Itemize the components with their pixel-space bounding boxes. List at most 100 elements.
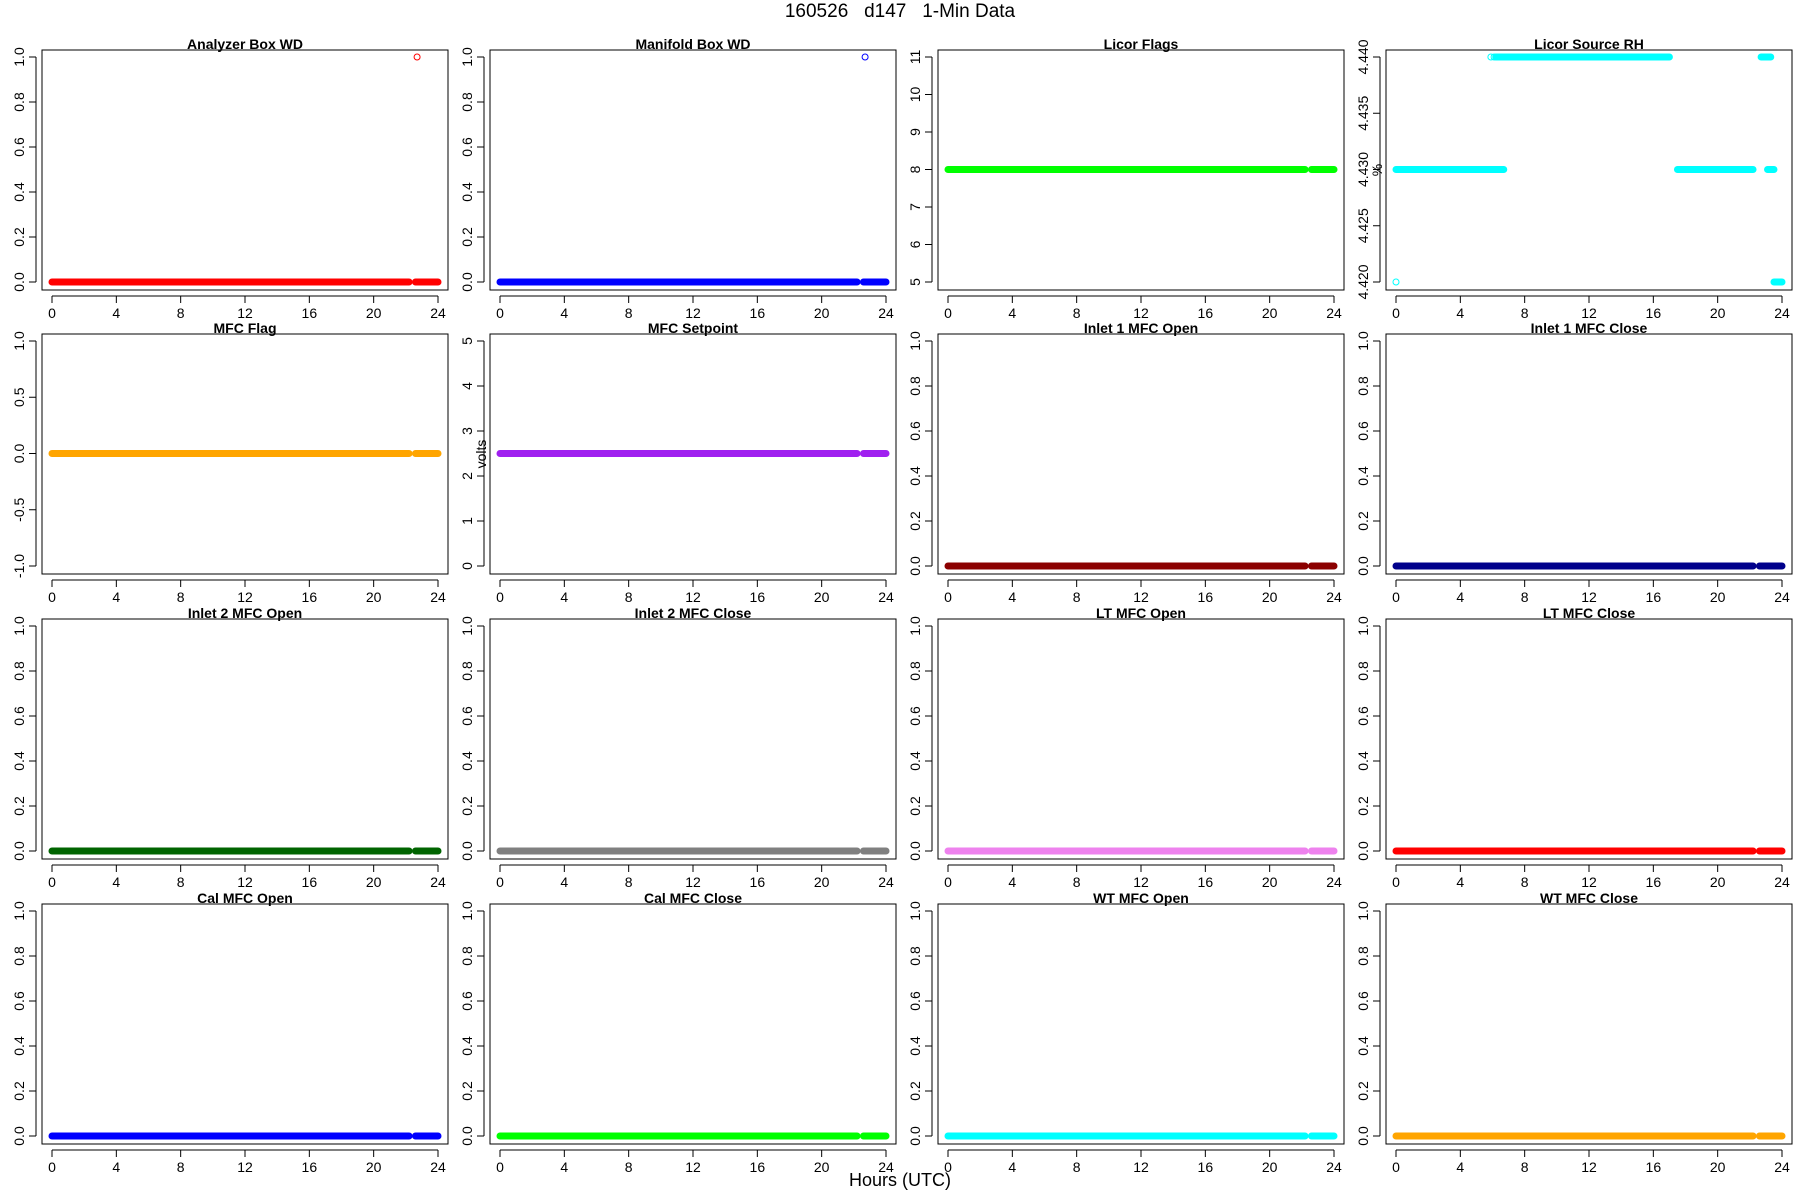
- y-tick-label: 1.0: [11, 331, 27, 351]
- x-tick-label: 8: [1073, 305, 1081, 321]
- x-tick-label: 0: [48, 589, 56, 605]
- x-tick-label: 16: [750, 1159, 766, 1175]
- x-tick-label: 12: [1133, 1159, 1149, 1175]
- x-tick-label: 8: [177, 305, 185, 321]
- x-tick-label: 16: [750, 874, 766, 890]
- y-tick-label: 0.8: [1355, 661, 1371, 681]
- x-tick-label: 8: [1521, 874, 1529, 890]
- y-tick-label: 7: [907, 203, 923, 211]
- plot-frame: [41, 333, 449, 575]
- x-tick-label: 0: [496, 874, 504, 890]
- panel-title: Inlet 2 MFC Close: [635, 605, 752, 621]
- x-tick-label: 0: [48, 1159, 56, 1175]
- page-title: 160526 d147 1-Min Data: [784, 1, 1016, 22]
- x-tick-label: 20: [814, 1159, 830, 1175]
- y-tick-label: 1.0: [1355, 331, 1371, 351]
- panel-title: MFC Flag: [214, 320, 277, 336]
- y-tick-label: 0.0: [459, 1126, 475, 1146]
- x-tick-label: 24: [430, 874, 446, 890]
- x-tick-label: 0: [944, 1159, 952, 1175]
- y-tick-label: 0.2: [11, 1081, 27, 1101]
- panel-16: WT MFC Close 0 4 8 12 16 20 24 0.0 0.2 0.4 0.6 0.8 1.…: [1355, 890, 1793, 1175]
- x-tick-label: 16: [750, 305, 766, 321]
- x-tick-label: 20: [366, 874, 382, 890]
- panel-title: Cal MFC Close: [644, 890, 742, 906]
- x-tick-label: 24: [878, 305, 894, 321]
- panel-1: Analyzer Box WD 0 4 8 12 16 20 24 0.0 0.2 0.4 0.6 0.…: [11, 36, 449, 321]
- x-tick-label: 8: [1073, 589, 1081, 605]
- y-tick-label: 0.6: [11, 706, 27, 726]
- y-tick-label: 0.8: [11, 946, 27, 966]
- x-tick-label: 20: [1262, 874, 1278, 890]
- y-tick-label: 1.0: [1355, 616, 1371, 636]
- y-tick-label: 0.6: [1355, 421, 1371, 441]
- x-tick-label: 24: [878, 589, 894, 605]
- x-tick-label: 24: [878, 1159, 894, 1175]
- x-tick-label: 12: [1133, 874, 1149, 890]
- x-tick-label: 8: [625, 874, 633, 890]
- y-tick-label: 0.6: [459, 991, 475, 1011]
- y-tick-label: 10: [907, 87, 923, 103]
- y-tick-label: 0.0: [459, 272, 475, 292]
- x-tick-label: 20: [1710, 874, 1726, 890]
- x-tick-label: 12: [1581, 874, 1597, 890]
- y-tick-label: 4.435: [1355, 96, 1371, 131]
- y-tick-label: 9: [907, 128, 923, 136]
- x-tick-label: 0: [1392, 305, 1400, 321]
- y-tick-label: 1.0: [11, 616, 27, 636]
- y-tick-label: 5: [907, 278, 923, 286]
- y-tick-label: 1.0: [459, 901, 475, 921]
- x-tick-label: 20: [366, 589, 382, 605]
- y-tick-label: 0.4: [1355, 1036, 1371, 1056]
- x-tick-label: 8: [625, 589, 633, 605]
- y-tick-label: 1.0: [907, 901, 923, 921]
- y-tick-label: 0: [459, 562, 475, 570]
- x-tick-label: 12: [685, 874, 701, 890]
- y-tick-label: 0.4: [11, 182, 27, 202]
- y-tick-label: 0.8: [459, 946, 475, 966]
- y-tick-label: 0.0: [11, 1126, 27, 1146]
- x-tick-label: 20: [1262, 305, 1278, 321]
- x-tick-label: 4: [1008, 589, 1016, 605]
- panel-8: Inlet 1 MFC Close 0 4 8 12 16 20 24 0.0 0.2 0.4 0.6…: [1355, 320, 1793, 605]
- plot-frame: [937, 618, 1345, 860]
- y-tick-label: 0.2: [1355, 796, 1371, 816]
- y-tick-label: 0.8: [459, 92, 475, 112]
- panel-title: Analyzer Box WD: [187, 36, 303, 52]
- y-tick-label: 0.6: [1355, 706, 1371, 726]
- y-tick-label: 1.0: [907, 331, 923, 351]
- y-tick-label: 1.0: [1355, 901, 1371, 921]
- panel-11: LT MFC Open 0 4 8 12 16 20 24 0.0 0.2 0.4 0.6 0.8 1.0: [907, 605, 1345, 890]
- y-tick-label: 0.6: [11, 991, 27, 1011]
- panel-4: Licor Source RH 0 4 8 12 16 20 24 4.420 4.425 4.43…: [1355, 36, 1793, 321]
- x-tick-label: 24: [1774, 1159, 1790, 1175]
- y-tick-label: 0.8: [11, 661, 27, 681]
- x-tick-label: 0: [1392, 874, 1400, 890]
- panel-title: Cal MFC Open: [197, 890, 293, 906]
- data-point-2: [1487, 53, 1495, 61]
- y-tick-label: 0.6: [1355, 991, 1371, 1011]
- panel-9: Inlet 2 MFC Open 0 4 8 12 16 20 24 0.0 0.2 0.4 0.6 0…: [11, 605, 449, 890]
- y-tick-label: 0.0: [459, 841, 475, 861]
- x-tick-label: 24: [1774, 874, 1790, 890]
- panel-12: LT MFC Close 0 4 8 12 16 20 24 0.0 0.2 0.4 0.6 0.8 1.…: [1355, 605, 1793, 890]
- x-tick-label: 4: [560, 305, 568, 321]
- y-tick-label: 0.8: [907, 661, 923, 681]
- panel-title: Inlet 2 MFC Open: [188, 605, 302, 621]
- y-axis-label: volts: [473, 440, 489, 469]
- x-tick-label: 20: [366, 1159, 382, 1175]
- x-tick-label: 12: [685, 589, 701, 605]
- y-tick-label: 0.4: [907, 751, 923, 771]
- y-tick-label: 5: [459, 337, 475, 345]
- x-tick-label: 8: [1073, 1159, 1081, 1175]
- x-tick-label: 16: [1198, 305, 1214, 321]
- x-tick-label: 8: [625, 1159, 633, 1175]
- y-tick-label: 0.4: [1355, 466, 1371, 486]
- x-tick-label: 0: [48, 305, 56, 321]
- x-tick-label: 16: [302, 874, 318, 890]
- y-tick-label: 0.8: [11, 92, 27, 112]
- y-tick-label: 0.8: [459, 661, 475, 681]
- y-tick-label: 1.0: [459, 616, 475, 636]
